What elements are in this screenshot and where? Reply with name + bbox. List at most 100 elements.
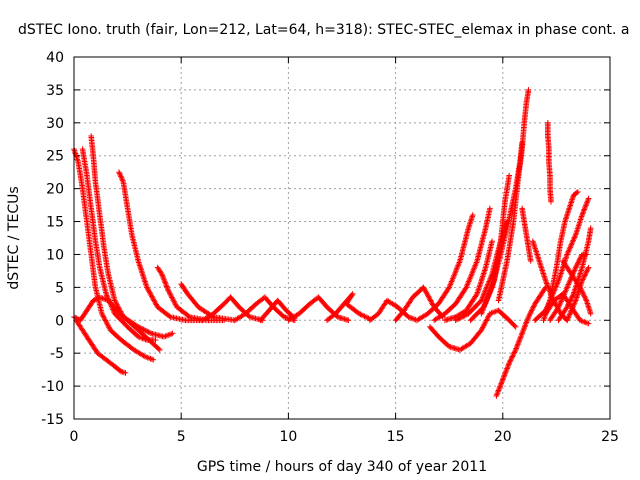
data-series-12 bbox=[324, 291, 373, 324]
data-point bbox=[454, 316, 460, 323]
data-point bbox=[507, 357, 514, 364]
data-point bbox=[580, 275, 587, 281]
y-tick-label: 20 bbox=[46, 182, 64, 198]
data-point bbox=[585, 195, 592, 202]
data-point bbox=[506, 172, 512, 179]
data-point bbox=[575, 189, 581, 195]
y-tick-label: 5 bbox=[55, 280, 64, 296]
data-point bbox=[73, 315, 80, 322]
data-point bbox=[487, 205, 493, 212]
axis-ticks: 0 5 10 15 20 25 -15 -10 -5 0 5 10 15 20 25 30 35 40 bbox=[41, 50, 619, 445]
data-point bbox=[582, 203, 589, 210]
data-point bbox=[582, 295, 588, 301]
data-point bbox=[527, 258, 534, 264]
data-series-33 bbox=[564, 264, 592, 324]
data-series-0 bbox=[71, 146, 157, 363]
data-point bbox=[581, 274, 587, 280]
data-series-2 bbox=[88, 133, 176, 340]
data-series-1 bbox=[79, 146, 159, 343]
data-point bbox=[525, 87, 532, 93]
data-point bbox=[460, 313, 467, 320]
data-point bbox=[530, 305, 536, 311]
data-point bbox=[502, 371, 508, 377]
data-point bbox=[574, 262, 580, 268]
y-tick-label: 15 bbox=[46, 215, 64, 231]
data-point bbox=[568, 296, 574, 302]
data-point bbox=[574, 189, 580, 196]
data-point bbox=[144, 328, 151, 335]
data-point bbox=[459, 314, 465, 320]
y-tick-label: 25 bbox=[46, 149, 64, 165]
y-tick-label: 30 bbox=[46, 116, 64, 132]
data-point bbox=[585, 320, 592, 327]
data-series-29 bbox=[555, 225, 594, 324]
data-point bbox=[569, 293, 576, 300]
data-point bbox=[507, 358, 513, 365]
data-series bbox=[71, 87, 594, 399]
x-tick-label: 15 bbox=[387, 429, 405, 445]
x-tick-label: 25 bbox=[601, 429, 619, 445]
data-point bbox=[582, 271, 589, 277]
data-point bbox=[513, 344, 520, 350]
data-point bbox=[579, 278, 585, 284]
data-point bbox=[587, 310, 594, 317]
data-point bbox=[581, 272, 588, 279]
data-series-3 bbox=[73, 317, 129, 376]
data-point bbox=[363, 314, 369, 320]
data-point bbox=[543, 279, 549, 285]
data-point bbox=[509, 353, 516, 360]
data-point bbox=[548, 199, 554, 205]
data-series-8 bbox=[199, 294, 266, 324]
data-point bbox=[525, 314, 532, 320]
data-series-18 bbox=[427, 307, 519, 353]
data-series-10 bbox=[257, 297, 298, 324]
chart-title: dSTEC Iono. truth (fair, Lon=212, Lat=64… bbox=[18, 22, 630, 38]
data-point bbox=[117, 367, 123, 374]
data-point bbox=[528, 307, 535, 314]
data-point bbox=[583, 270, 589, 276]
data-point bbox=[511, 349, 518, 356]
data-point bbox=[143, 328, 149, 334]
x-axis-label: GPS time / hours of day 340 of year 2011 bbox=[197, 459, 487, 475]
y-tick-label: -15 bbox=[41, 412, 64, 428]
data-point bbox=[508, 356, 514, 362]
x-tick-label: 5 bbox=[177, 429, 186, 445]
data-point bbox=[147, 330, 153, 336]
x-tick-label: 20 bbox=[494, 429, 512, 445]
data-point bbox=[169, 330, 176, 337]
data-point bbox=[122, 370, 129, 376]
data-point bbox=[568, 295, 575, 301]
plot-frame bbox=[73, 56, 611, 420]
data-point bbox=[527, 310, 534, 316]
data-series-32 bbox=[532, 195, 592, 324]
data-point bbox=[585, 264, 592, 271]
data-point bbox=[574, 260, 581, 267]
data-point bbox=[470, 212, 476, 218]
y-tick-label: 0 bbox=[55, 313, 64, 329]
data-point bbox=[93, 296, 99, 302]
data-point bbox=[360, 312, 366, 319]
data-point bbox=[528, 308, 534, 315]
data-point bbox=[91, 297, 98, 303]
data-point bbox=[500, 375, 507, 381]
data-point bbox=[145, 329, 152, 335]
data-point bbox=[150, 357, 157, 363]
data-series-25 bbox=[519, 205, 534, 264]
data-point bbox=[585, 266, 591, 272]
y-tick-label: 40 bbox=[46, 50, 64, 66]
data-point bbox=[155, 346, 162, 352]
data-point bbox=[573, 263, 580, 270]
data-point bbox=[509, 355, 515, 361]
y-tick-label: 35 bbox=[46, 83, 64, 99]
data-series-15 bbox=[414, 212, 476, 324]
data-point bbox=[576, 258, 582, 264]
data-point bbox=[463, 312, 469, 318]
data-point bbox=[587, 225, 594, 231]
x-tick-label: 0 bbox=[70, 429, 79, 445]
y-tick-label: -5 bbox=[50, 346, 64, 362]
data-point bbox=[345, 317, 352, 324]
data-point bbox=[458, 314, 464, 321]
data-series-26 bbox=[545, 120, 554, 205]
data-point bbox=[515, 340, 522, 346]
